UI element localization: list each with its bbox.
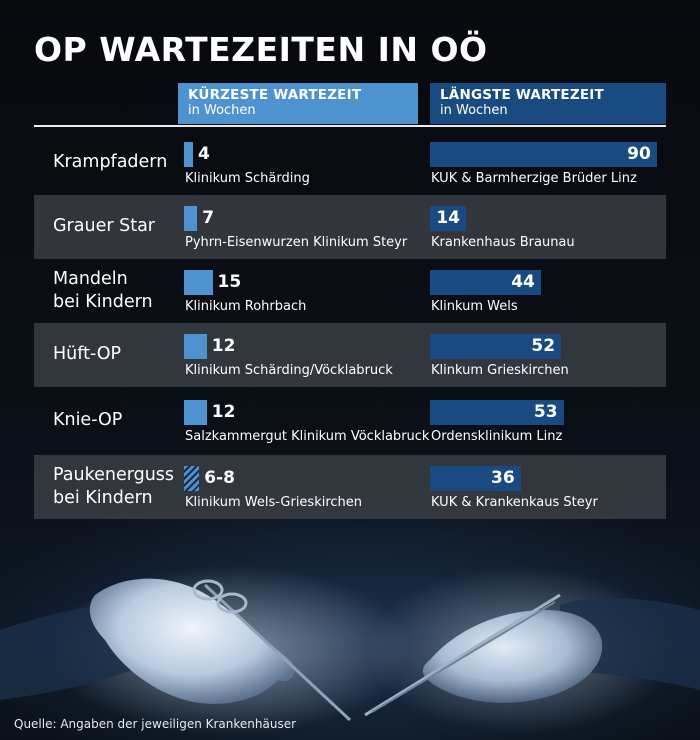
column-header-longest: LÄNGSTE WARTEZEIT in Wochen (430, 83, 666, 124)
shortest-wait-bar (184, 142, 193, 167)
chart-row: Knie-OP 12 Salzkammergut Klinikum Vöcklabr… (34, 389, 666, 453)
category-label-line: bei Kindern (53, 292, 153, 312)
shortest-wait-bar (184, 400, 207, 425)
column-header-longest-subtitle: in Wochen (440, 103, 508, 118)
longest-wait-hospital: KUK & Barmherzige Brüder Linz (431, 171, 637, 186)
shortest-wait-bar (184, 334, 207, 359)
longest-wait-hospital: Krankenhaus Braunau (431, 235, 575, 250)
scissors (203, 583, 352, 722)
category-label: Paukenerguss bei Kindern (53, 464, 174, 510)
longest-wait-hospital: Ordensklinikum Linz (431, 429, 563, 444)
category-label: Knie-OP (53, 409, 122, 432)
shortest-wait-value: 12 (211, 336, 236, 356)
chart-row: Krampfadern 4 Klinikum Schärding 90 KUK & Ba… (34, 131, 666, 195)
source-note: Quelle: Angaben der jeweiligen Krankenhä… (14, 717, 297, 731)
longest-wait-hospital: KUK & Krankenkaus Steyr (431, 495, 598, 510)
shortest-wait-bar (184, 270, 213, 295)
shortest-wait-value: 6-8 (204, 468, 235, 488)
category-label-line: Knie-OP (53, 410, 123, 430)
shortest-wait-hospital: Salzkammergut Klinikum Vöcklabruck (185, 429, 430, 444)
shortest-wait-hospital: Pyhrn-Eisenwurzen Klinikum Steyr (185, 235, 408, 250)
category-label-line: Hüft-OP (53, 344, 122, 364)
shortest-wait-hospital: Klinikum Schärding/Vöcklabruck (185, 363, 393, 378)
column-header-shortest-title: KÜRZESTE WARTEZEIT (188, 87, 362, 103)
longest-wait-bar (430, 270, 541, 295)
right-glove (422, 610, 603, 703)
longest-wait-bar (430, 206, 466, 231)
category-label-line: bei Kindern (53, 488, 153, 508)
category-label-line: Paukenerguss (53, 465, 175, 485)
longest-wait-bar (430, 400, 564, 425)
shortest-wait-bar (184, 466, 200, 491)
category-label-line: Mandeln (53, 269, 128, 289)
column-header-shortest-subtitle: in Wochen (188, 103, 256, 118)
longest-wait-hospital: Klinkum Grieskirchen (431, 363, 569, 378)
longest-wait-value: 52 (531, 336, 556, 356)
chart-row: Grauer Star 7 Pyhrn-Eisenwurzen Klinikum S… (34, 195, 666, 259)
longest-wait-hospital: Klinkum Wels (431, 299, 518, 314)
surgeon-hands-image (0, 578, 700, 722)
longest-wait-bar (430, 466, 521, 491)
longest-wait-value: 36 (491, 468, 515, 488)
column-header-shortest: KÜRZESTE WARTEZEIT in Wochen (178, 83, 418, 124)
shortest-wait-value: 12 (211, 402, 236, 422)
category-label-line: Krampfadern (53, 152, 168, 172)
category-label: Mandeln bei Kindern (53, 268, 153, 314)
category-label-line: Grauer Star (53, 216, 155, 236)
category-label: Krampfadern (53, 151, 167, 174)
longest-wait-bar (430, 334, 562, 359)
longest-wait-value: 14 (436, 208, 460, 228)
shortest-wait-hospital: Klinikum Wels-Grieskirchen (185, 495, 363, 510)
shortest-wait-value: 15 (217, 272, 242, 292)
shortest-wait-value: 7 (202, 208, 215, 228)
shortest-wait-bar (184, 206, 198, 231)
longest-wait-value: 53 (533, 402, 558, 422)
category-label: Grauer Star (53, 215, 155, 238)
longest-wait-bar (430, 142, 657, 167)
left-glove (89, 578, 295, 704)
chart-row: Paukenerguss bei Kindern 6-8 Klinikum Wels-… (34, 455, 666, 519)
category-label: Hüft-OP (53, 343, 121, 366)
chart-row: Mandeln bei Kindern 15 Klinikum Rohrbach 44 K… (34, 259, 666, 323)
shortest-wait-hospital: Klinikum Schärding (185, 171, 310, 186)
longest-wait-value: 90 (627, 144, 651, 164)
header-divider (34, 125, 666, 127)
column-header-longest-title: LÄNGSTE WARTEZEIT (440, 87, 604, 103)
forceps (364, 593, 561, 717)
page-title: OP WARTEZEITEN IN OÖ (34, 30, 488, 69)
longest-wait-value: 44 (511, 272, 535, 292)
shortest-wait-hospital: Klinikum Rohrbach (185, 299, 307, 314)
chart-row: Hüft-OP 12 Klinikum Schärding/Vöcklabruck 5… (34, 323, 666, 387)
shortest-wait-value: 4 (198, 144, 210, 164)
